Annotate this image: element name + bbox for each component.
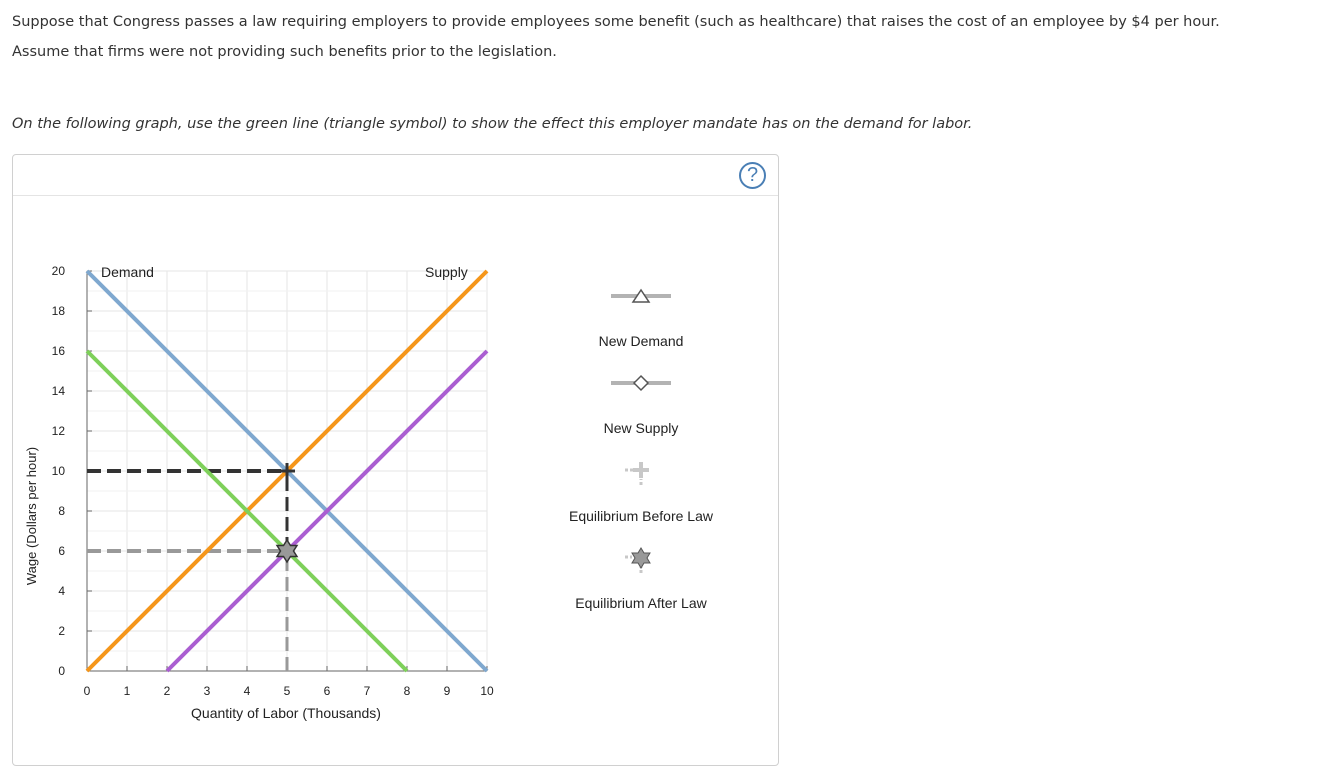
y-tick-label: 12 bbox=[52, 424, 66, 438]
new-supply-curve[interactable] bbox=[165, 349, 489, 673]
plus-icon bbox=[633, 462, 649, 478]
equilibrium-guides bbox=[87, 469, 289, 671]
tool-equilibrium-before[interactable]: Equilibrium Before Law bbox=[569, 462, 714, 524]
x-tick-label: 3 bbox=[204, 684, 211, 698]
panel-header: ? bbox=[13, 155, 778, 196]
supply-curve-label: Supply bbox=[425, 264, 468, 280]
demand-curve-label: Demand bbox=[101, 264, 154, 280]
help-button[interactable]: ? bbox=[739, 162, 766, 189]
y-tick-label: 16 bbox=[52, 344, 66, 358]
instruction-text: On the following graph, use the green li… bbox=[12, 116, 973, 132]
y-tick-label: 18 bbox=[52, 304, 66, 318]
y-tick-label: 14 bbox=[52, 384, 66, 398]
equilibrium-markers bbox=[275, 463, 299, 564]
x-tick-label: 10 bbox=[480, 684, 494, 698]
x-tick-label: 8 bbox=[404, 684, 411, 698]
tool-label-equilibrium-after: Equilibrium After Law bbox=[575, 595, 707, 611]
tool-new-supply[interactable]: New Supply bbox=[604, 374, 679, 436]
x-tick-label: 5 bbox=[284, 684, 291, 698]
y-tick-label: 10 bbox=[52, 464, 66, 478]
y-tick-label: 4 bbox=[58, 584, 65, 598]
graph-panel: ? 0 1 2 3 4 5 6 7 8 9 10 0 2 4 6 8 10 12 14 16 18 20 Demand S… bbox=[12, 154, 779, 766]
y-tick-label: 8 bbox=[58, 504, 65, 518]
star-icon bbox=[631, 547, 651, 569]
tool-equilibrium-after[interactable]: Equilibrium After Law bbox=[575, 547, 708, 611]
tool-label-equilibrium-before: Equilibrium Before Law bbox=[569, 508, 714, 524]
y-tick-label: 6 bbox=[58, 544, 65, 558]
y-tick-label: 0 bbox=[58, 664, 65, 678]
x-tick-label: 2 bbox=[164, 684, 171, 698]
question-text: Suppose that Congress passes a law requi… bbox=[12, 14, 1220, 60]
x-tick-label: 7 bbox=[364, 684, 371, 698]
new-demand-curve[interactable] bbox=[85, 349, 409, 673]
x-tick-label: 0 bbox=[84, 684, 91, 698]
x-tick-label: 4 bbox=[244, 684, 251, 698]
y-tick-label: 20 bbox=[52, 264, 66, 278]
y-tick-label: 2 bbox=[58, 624, 65, 638]
tool-new-demand[interactable]: New Demand bbox=[599, 288, 684, 349]
x-tick-label: 6 bbox=[324, 684, 331, 698]
x-axis-label: Quantity of Labor (Thousands) bbox=[191, 705, 381, 721]
x-tick-label: 9 bbox=[444, 684, 451, 698]
tool-label-new-demand: New Demand bbox=[599, 333, 684, 349]
plus-icon[interactable] bbox=[279, 463, 295, 479]
tool-label-new-supply: New Supply bbox=[604, 420, 679, 436]
diamond-icon bbox=[632, 374, 650, 392]
x-tick-label: 1 bbox=[124, 684, 131, 698]
y-axis-label: Wage (Dollars per hour) bbox=[24, 447, 39, 585]
star-icon[interactable] bbox=[275, 538, 299, 564]
triangle-icon bbox=[631, 288, 651, 303]
